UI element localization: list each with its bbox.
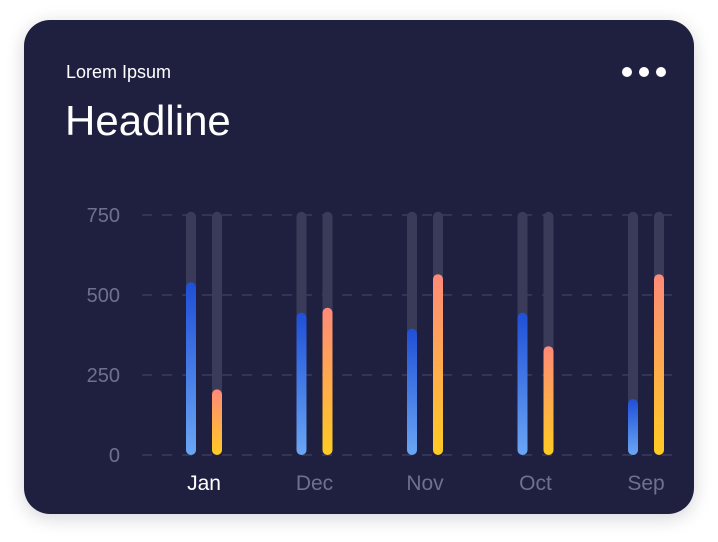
y-tick-label: 500 xyxy=(87,285,120,307)
bar-series-a xyxy=(517,312,528,455)
y-tick-label: 250 xyxy=(87,365,120,387)
bar-series-b xyxy=(543,346,554,455)
card-subtitle: Lorem Ipsum xyxy=(66,62,172,82)
more-options-button[interactable] xyxy=(622,60,666,84)
x-category-label[interactable]: Dec xyxy=(296,472,333,495)
more-dots-icon xyxy=(622,67,632,77)
bar-series-b xyxy=(654,274,664,455)
x-category-label[interactable]: Sep xyxy=(627,472,664,495)
bar-series-a xyxy=(296,312,307,455)
x-category-label[interactable]: Jan xyxy=(187,472,221,495)
chart-card: Lorem Ipsum Headline 0 250 500 750 Jan Dec Nov… xyxy=(24,20,694,514)
more-dots-icon xyxy=(639,67,649,77)
bar-track xyxy=(628,211,638,455)
y-tick-label: 0 xyxy=(109,445,120,467)
bar-series-a xyxy=(407,328,417,455)
bar-series-b xyxy=(322,307,333,455)
bar-chart: 0 250 500 750 Jan Dec Nov Oct Sep xyxy=(87,205,674,495)
bar-series-a xyxy=(186,282,196,455)
x-category-label[interactable]: Nov xyxy=(406,472,444,495)
bar-series-a xyxy=(628,399,638,455)
y-tick-label: 750 xyxy=(87,205,120,227)
more-dots-icon xyxy=(656,67,666,77)
bar-series-b xyxy=(212,389,222,455)
x-category-label[interactable]: Oct xyxy=(519,472,552,495)
card-headline: Headline xyxy=(65,97,231,144)
bar-series-b xyxy=(433,274,443,455)
